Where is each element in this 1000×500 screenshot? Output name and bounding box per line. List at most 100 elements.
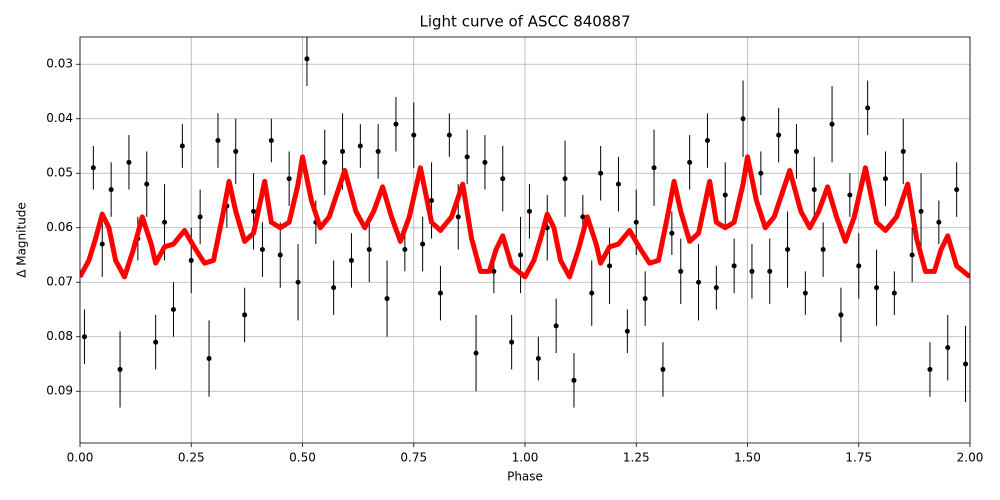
data-point [562,176,568,182]
data-point [696,279,702,285]
data-point [153,339,159,345]
data-point [731,263,737,269]
x-tick-label: 2.00 [957,451,984,465]
data-point [491,268,497,274]
data-point [108,187,114,193]
data-point [687,159,693,165]
data-point [722,192,728,198]
x-tick-label: 0.00 [67,451,94,465]
data-point [767,268,773,274]
data-point [393,121,399,127]
data-point [215,138,221,144]
data-point [81,334,87,340]
data-point [874,285,880,291]
data-point [144,181,150,187]
data-point [518,252,524,258]
x-tick-label: 1.00 [512,451,539,465]
data-point [704,138,710,144]
data-point [304,56,310,62]
data-point [642,296,648,302]
data-point [384,296,390,302]
data-point [749,268,755,274]
data-point [340,148,346,154]
chart-title: Light curve of ASCC 840887 [420,13,631,31]
data-point [963,361,969,367]
data-point [286,176,292,182]
y-tick-label: 0.07 [46,275,73,289]
data-point [793,148,799,154]
data-point [233,148,239,154]
data-point [500,176,506,182]
x-tick-label: 0.75 [400,451,427,465]
data-point [713,285,719,291]
x-axis-label: Phase [507,470,543,484]
data-point [785,247,791,253]
y-tick-label: 0.05 [46,166,73,180]
data-point [90,165,96,171]
data-point [259,247,265,253]
x-tick-label: 1.75 [845,451,872,465]
data-point [420,241,426,247]
data-point [455,214,461,220]
data-point [411,132,417,138]
data-point [446,132,452,138]
x-tick-label: 1.25 [623,451,650,465]
data-point [954,187,960,193]
data-point [117,366,123,372]
data-point [402,247,408,253]
y-tick-label: 0.09 [46,384,73,398]
x-tick-label: 0.25 [178,451,205,465]
data-point [375,148,381,154]
data-point [242,312,248,318]
data-point [429,197,435,203]
data-point [891,290,897,296]
data-point [598,170,604,176]
y-tick-label: 0.06 [46,220,73,234]
data-point [206,356,212,362]
data-point [669,230,675,236]
data-point [179,143,185,149]
data-point [366,247,372,253]
plot-area [80,37,970,408]
data-point [829,121,835,127]
data-point [945,345,951,351]
data-point [838,312,844,318]
data-point [348,257,354,263]
data-point [758,170,764,176]
data-point [633,219,639,225]
data-point [678,268,684,274]
data-point [918,208,924,214]
data-point [277,252,283,258]
data-point [927,366,933,372]
data-point [437,290,443,296]
model-curve [80,154,970,280]
data-point [740,116,746,122]
data-point [615,181,621,187]
data-point [936,219,942,225]
data-point [811,187,817,193]
x-tick-label: 1.50 [734,451,761,465]
data-point [660,366,666,372]
data-point [624,328,630,334]
data-point [580,214,586,220]
data-point [509,339,515,345]
data-point [322,159,328,165]
data-point [99,241,105,247]
data-point [197,214,203,220]
data-point [882,176,888,182]
data-point [188,257,194,263]
data-point [847,192,853,198]
data-point [357,143,363,149]
data-point [909,252,915,258]
data-point [651,165,657,171]
data-point [535,356,541,362]
data-point [865,105,871,111]
data-point [331,285,337,291]
data-point [526,208,532,214]
data-point [589,290,595,296]
data-point [170,306,176,312]
data-point [820,247,826,253]
y-tick-label: 0.04 [46,111,73,125]
data-point [802,290,808,296]
